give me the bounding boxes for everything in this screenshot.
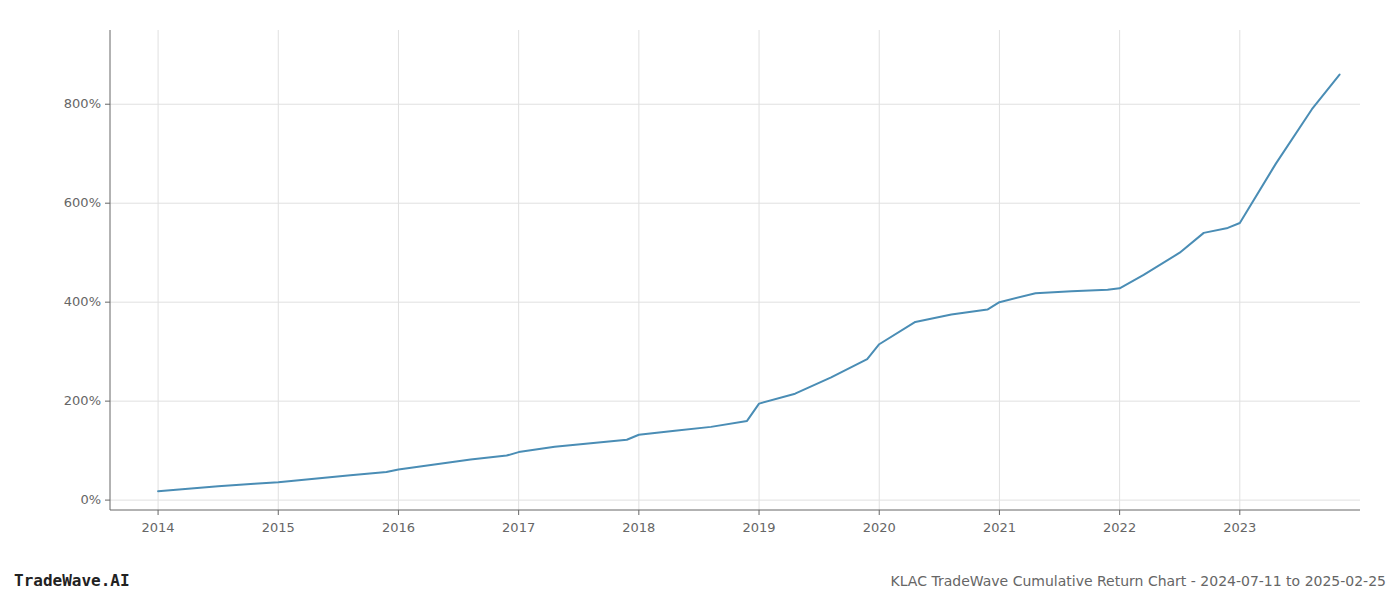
grid-line — [518, 30, 519, 510]
tick-mark — [398, 510, 399, 515]
tick-label: 800% — [64, 96, 101, 111]
title: KLAC TradeWave Cumulative Return Chart -… — [891, 573, 1386, 589]
tick-mark — [105, 302, 110, 303]
tick-mark — [105, 203, 110, 204]
tick-label: 200% — [64, 393, 101, 408]
tick-mark — [638, 510, 639, 515]
tick-label: 600% — [64, 195, 101, 210]
tick-mark — [879, 510, 880, 515]
grid-line — [638, 30, 639, 510]
plot-area — [158, 75, 1339, 492]
tick-label: 2014 — [142, 520, 175, 535]
tick-label: 2016 — [382, 520, 415, 535]
tick-mark — [105, 401, 110, 402]
tick-label: 2018 — [622, 520, 655, 535]
tick-mark — [759, 510, 760, 515]
tick-label: 2017 — [502, 520, 535, 535]
grid-line — [110, 401, 1360, 402]
axes: 0% 200% 400% 600% 800% 2014 2015 2016 2017 2018 20… — [64, 30, 1360, 535]
tick-mark — [518, 510, 519, 515]
tick-label: 2015 — [262, 520, 295, 535]
grid-line — [1119, 30, 1120, 510]
grid-line — [158, 30, 159, 510]
tick-mark — [1239, 510, 1240, 515]
grid-line — [110, 104, 1360, 105]
watermark: TradeWave.AI — [14, 571, 130, 590]
tick-mark — [1119, 510, 1120, 515]
y-axis-line — [110, 30, 111, 510]
grid-line — [879, 30, 880, 510]
grid — [110, 30, 1360, 510]
grid-line — [759, 30, 760, 510]
x-axis-line — [110, 510, 1360, 511]
tick-label: 2021 — [983, 520, 1016, 535]
grid-line — [999, 30, 1000, 510]
tick-mark — [278, 510, 279, 515]
tick-label: 2020 — [863, 520, 896, 535]
tick-mark — [105, 104, 110, 105]
tick-mark — [999, 510, 1000, 515]
grid-line — [110, 302, 1360, 303]
grid-line — [278, 30, 279, 510]
tick-label: 0% — [80, 492, 101, 507]
tick-label: 2023 — [1223, 520, 1256, 535]
grid-line — [398, 30, 399, 510]
tick-label: 400% — [64, 294, 101, 309]
chart: 0% 200% 400% 600% 800% 2014 2015 2016 2017 2018 20… — [0, 0, 1400, 600]
tick-label: 2019 — [742, 520, 775, 535]
line — [158, 75, 1339, 492]
grid-line — [1239, 30, 1240, 510]
grid-line — [110, 500, 1360, 501]
tick-mark — [158, 510, 159, 515]
tick-mark — [105, 500, 110, 501]
tick-label: 2022 — [1103, 520, 1136, 535]
grid-line — [110, 203, 1360, 204]
